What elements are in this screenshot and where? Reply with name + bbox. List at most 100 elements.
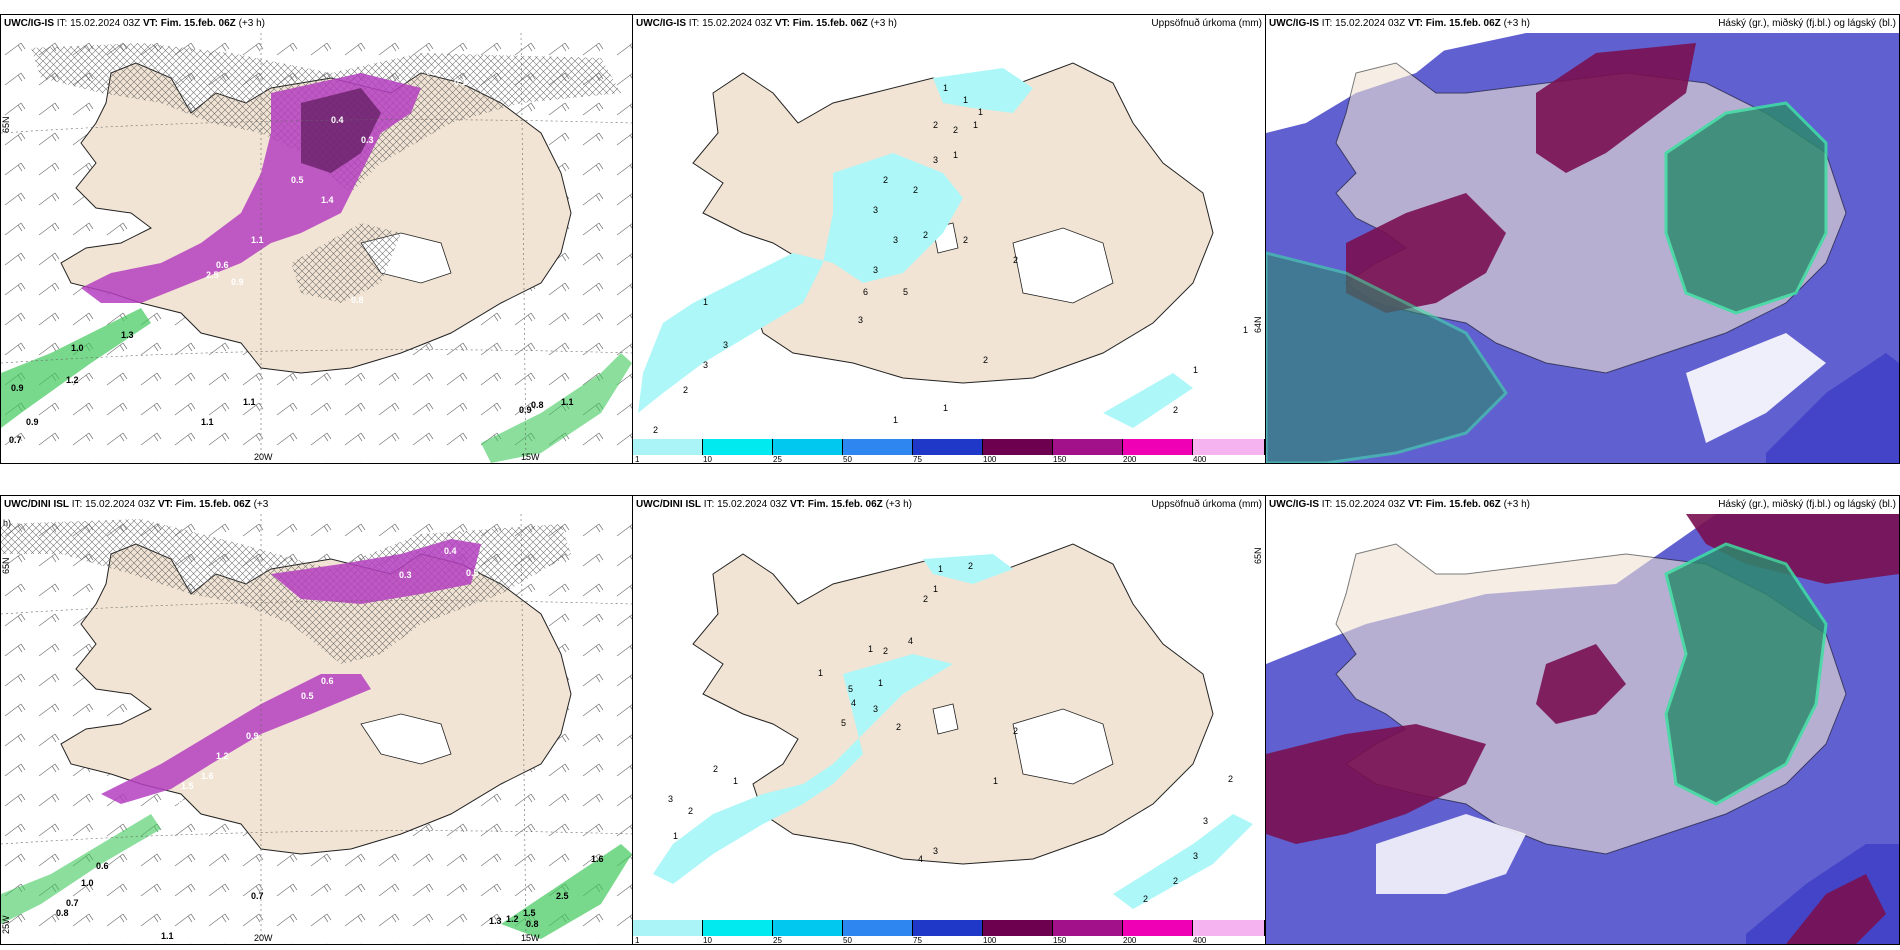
it-value: 15.02.2024 03Z: [85, 499, 156, 510]
colorbar-swatch-8: [1193, 920, 1265, 936]
it-label: IT:: [703, 499, 715, 510]
glacier: [360, 713, 452, 765]
mid-cloud-maroon-se: [1786, 874, 1886, 944]
vt-value: Fim. 15.feb. 06Z: [175, 499, 251, 510]
value-label: 0.9: [11, 383, 24, 393]
rain-green-sw: [1, 814, 161, 924]
value-label: 0.8: [56, 908, 69, 918]
vt-label: VT:: [1407, 499, 1423, 510]
panel-top-left-wind-precip: UWC/IG-IS IT: 15.02.2024 03Z VT: Fim. 15…: [0, 14, 633, 464]
colorbar-swatch-6: [1053, 439, 1123, 455]
high-cloud-green-sw: [1266, 251, 1508, 463]
panel-top-middle-accum-precip: UWC/IG-IS IT: 15.02.2024 03Z VT: Fim. 15…: [632, 14, 1266, 464]
value-label: 1: [868, 644, 873, 654]
header-wrap-text: h): [3, 518, 11, 528]
vt-label: VT:: [157, 499, 173, 510]
rain-green-se: [481, 353, 632, 463]
model-name: UWC/IG-IS: [4, 18, 54, 29]
precip-area-east: [1103, 373, 1193, 428]
value-label: 1: [953, 150, 958, 160]
value-label: 4: [908, 636, 913, 646]
clear-south: [1686, 333, 1826, 443]
value-label: 3: [723, 340, 728, 350]
value-label: 5: [848, 684, 853, 694]
value-label: 4: [851, 698, 856, 708]
value-label: 1: [733, 776, 738, 786]
colorbar-swatch-4: [913, 920, 983, 936]
value-label: 3: [858, 315, 863, 325]
glacier-vatna: [1012, 708, 1114, 785]
field-title: Háský (gr.), miðský (fj.bl.) og lágský (…: [1718, 18, 1896, 29]
snow-band-center: [101, 674, 371, 804]
colorbar-swatch-2: [773, 439, 843, 455]
clear-south: [1376, 814, 1526, 894]
panel-header: UWC/DINI ISL IT: 15.02.2024 03Z VT: Fim.…: [1, 496, 632, 514]
map-area: 1 2 1 2 1 4 1 5 2 4 5 3 2 1 2 2 1 3 2 1: [633, 514, 1265, 918]
value-label: 2: [923, 594, 928, 604]
value-label: 1.2: [216, 751, 229, 761]
value-label: 0.9: [246, 731, 259, 741]
panel-header: UWC/IG-IS IT: 15.02.2024 03Z VT: Fim. 15…: [1, 15, 632, 33]
value-label: 2: [896, 722, 901, 732]
value-label: 1: [893, 415, 898, 425]
value-label: 0.4: [444, 546, 457, 556]
colorbar-swatch-7: [1123, 439, 1193, 455]
colorbar-tick: 75: [913, 936, 922, 945]
precip-area-west: [653, 654, 953, 884]
map-area: h) 0.4 0.3 0.5 0.6 0.5 1.2 1.5 0.9 0.8 1…: [1, 514, 632, 944]
value-label: 0.7: [9, 435, 22, 445]
value-label: 0.2: [426, 67, 439, 77]
vt-value: Fim. 15.feb. 06Z: [807, 499, 883, 510]
value-label: 3: [873, 704, 878, 714]
lon-label-15w: 15W: [521, 452, 540, 462]
mid-cloud-maroon-ne: [1686, 514, 1899, 584]
value-label: 1: [943, 83, 948, 93]
model-name: UWC/DINI ISL: [636, 499, 701, 510]
value-label: 0.8: [526, 919, 539, 929]
colorbar-tick: 1: [635, 455, 640, 464]
value-label: 1.6: [591, 854, 604, 864]
value-label: 6: [863, 287, 868, 297]
panel-bottom-middle-accum-precip: UWC/DINI ISL IT: 15.02.2024 03Z VT: Fim.…: [632, 495, 1266, 945]
mid-cloud-maroon-w: [1266, 724, 1486, 844]
vt-value: Fim. 15.feb. 06Z: [1425, 499, 1501, 510]
value-label: 1.5: [181, 781, 194, 791]
model-name: UWC/IG-IS: [1269, 499, 1319, 510]
lead-time: (+3: [253, 499, 269, 510]
value-label: 2: [933, 120, 938, 130]
value-label: 1.3: [121, 330, 134, 340]
vt-label: VT:: [789, 499, 805, 510]
value-label: 2: [1173, 876, 1178, 886]
panel-header: UWC/DINI ISL IT: 15.02.2024 03Z VT: Fim.…: [633, 496, 1265, 514]
rain-green-sw: [1, 308, 151, 428]
value-label: 1.0: [71, 343, 84, 353]
colorbar-tick: 1: [635, 936, 640, 945]
it-label: IT:: [688, 18, 700, 29]
value-label: 1.1: [161, 931, 174, 941]
value-label: 3: [703, 360, 708, 370]
value-label: 2: [1013, 726, 1018, 736]
colorbar-swatch-4: [913, 439, 983, 455]
lead-time: (+3 h): [1503, 18, 1530, 29]
value-label: 1.2: [506, 914, 519, 924]
colorbar-swatch-3: [843, 920, 913, 936]
value-label: 2: [1143, 894, 1148, 904]
mid-cloud-maroon-c: [1536, 644, 1626, 724]
vt-value: Fim. 15.feb. 06Z: [792, 18, 868, 29]
it-label: IT:: [1321, 18, 1333, 29]
value-label: 3: [873, 265, 878, 275]
value-label: 2: [923, 230, 928, 240]
panel-header: UWC/IG-IS IT: 15.02.2024 03Z VT: Fim. 15…: [1266, 496, 1899, 514]
value-label: 2: [913, 185, 918, 195]
value-label: 1.2: [66, 375, 79, 385]
lat-label-65n: 65N: [1253, 547, 1263, 564]
panel-top-right-clouds: UWC/IG-IS IT: 15.02.2024 03Z VT: Fim. 15…: [1265, 14, 1900, 464]
vt-label: VT:: [142, 18, 158, 29]
value-label: 1: [963, 95, 968, 105]
value-label: 2.5: [206, 270, 219, 280]
lon-label-20w: 20W: [254, 933, 273, 943]
value-label: 2: [683, 385, 688, 395]
lon-label-25w: 25W: [1, 915, 11, 934]
value-label: 2: [653, 425, 658, 435]
colorbar-swatch-6: [1053, 920, 1123, 936]
